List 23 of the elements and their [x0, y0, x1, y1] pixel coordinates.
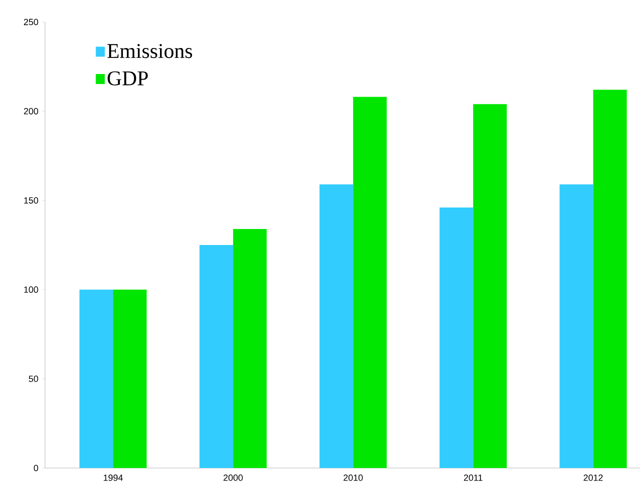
bar — [353, 96, 387, 468]
bar — [473, 104, 507, 468]
x-tick-label: 2000 — [224, 474, 243, 481]
x-tick-label: 1994 — [104, 474, 123, 481]
x-tick-label: 2011 — [464, 474, 482, 481]
y-tick-label: 150 — [24, 197, 38, 204]
bar — [113, 290, 147, 468]
x-tick-label: 2010 — [344, 474, 363, 481]
bar — [440, 208, 474, 468]
bar — [320, 184, 354, 468]
bar — [560, 184, 594, 468]
legend-label: GDP — [108, 71, 148, 86]
bar — [593, 90, 627, 468]
y-tick-label: 200 — [24, 108, 38, 114]
legend-label: Emissions — [107, 44, 192, 58]
y-tick-label: 250 — [24, 18, 38, 26]
y-tick-label: 50 — [28, 376, 38, 382]
y-tick-label: 0 — [34, 464, 38, 472]
bar — [233, 228, 267, 468]
x-tick-label: 2012 — [584, 474, 603, 481]
y-tick-label: 100 — [24, 286, 38, 293]
bar — [199, 245, 234, 468]
bar — [79, 290, 114, 468]
